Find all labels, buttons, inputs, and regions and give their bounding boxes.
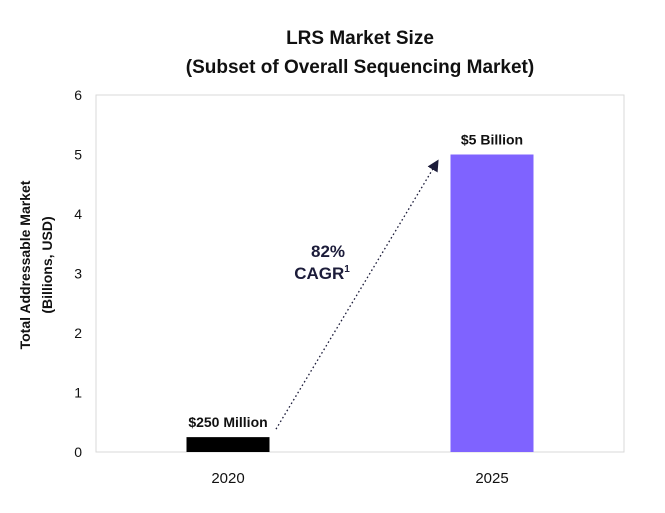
y-tick-label-5: 5	[74, 147, 82, 163]
data-label-1: $5 Billion	[461, 132, 523, 148]
cagr-label-text: CAGR	[294, 264, 344, 283]
bar-2025	[450, 154, 534, 452]
data-labels: $250 Million $5 Billion	[188, 132, 523, 431]
chart-title: LRS Market Size	[286, 28, 434, 49]
cagr-arrow	[275, 159, 439, 430]
x-axis-tick-labels: 2020 2025	[211, 470, 508, 487]
y-tick-label-2: 2	[74, 325, 82, 341]
cagr-percent: 82%	[311, 242, 345, 261]
x-tick-label-1: 2025	[475, 470, 508, 487]
bars	[186, 154, 534, 452]
cagr-superscript: 1	[344, 264, 350, 275]
y-tick-label-6: 6	[74, 87, 82, 103]
y-axis-label-line-2: (Billions, USD)	[39, 216, 55, 313]
y-axis-ticks: 0 1 2 3 4 5 6	[74, 87, 82, 460]
y-tick-label-1: 1	[74, 385, 82, 401]
x-tick-label-0: 2020	[211, 470, 244, 487]
y-axis-label-line-1: Total Addressable Market	[17, 180, 33, 349]
bar-2020	[186, 437, 270, 452]
cagr-label: CAGR1	[294, 264, 350, 283]
y-tick-label-3: 3	[74, 266, 82, 282]
y-tick-label-0: 0	[74, 444, 82, 460]
plot-area-frame	[95, 94, 625, 453]
data-label-0: $250 Million	[188, 414, 267, 430]
y-tick-label-4: 4	[74, 206, 82, 222]
chart-subtitle: (Subset of Overall Sequencing Market)	[186, 57, 534, 78]
